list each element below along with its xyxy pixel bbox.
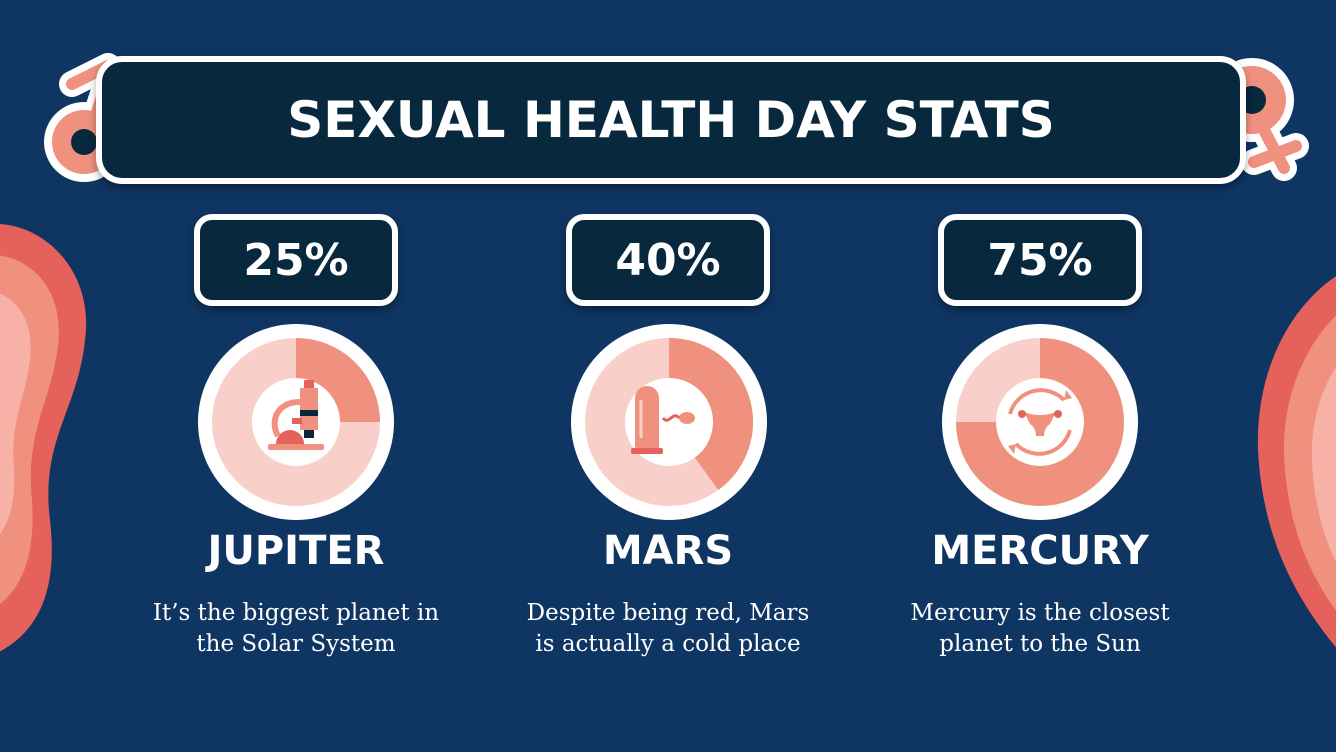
microscope-icon (268, 380, 324, 450)
desc-line: planet to the Sun (939, 631, 1141, 657)
left-blob (0, 224, 87, 652)
right-blob (1257, 276, 1336, 648)
desc-line: Mercury is the closest (910, 600, 1170, 626)
donut-chart-mars (571, 324, 767, 520)
percent-box-mercury: 75% (938, 214, 1142, 306)
desc-line: the Solar System (196, 631, 396, 657)
stat-name-mars: MARS (602, 528, 734, 574)
desc-line: It’s the biggest planet in (152, 600, 440, 626)
page-title: SEXUAL HEALTH DAY STATS (287, 91, 1055, 149)
condom-sperm-icon (631, 386, 695, 454)
donut-chart-mercury (942, 324, 1138, 520)
percent-label: 40% (615, 234, 721, 286)
percent-box-jupiter: 25% (194, 214, 398, 306)
desc-line: is actually a cold place (535, 631, 801, 657)
stat-description-mercury: Mercury is the closest planet to the Sun (860, 598, 1220, 660)
donut-slice-mars (668, 338, 753, 490)
stat-description-mars: Despite being red, Mars is actually a co… (488, 598, 848, 660)
percent-box-mars: 40% (566, 214, 770, 306)
title-banner: SEXUAL HEALTH DAY STATS (96, 56, 1246, 184)
percent-label: 75% (987, 234, 1093, 286)
desc-line: Despite being red, Mars (526, 600, 810, 626)
stat-description-jupiter: It’s the biggest planet in the Solar Sys… (116, 598, 476, 660)
stat-name-mercury: MERCURY (931, 528, 1149, 574)
donut-slice-mercury (956, 338, 1124, 506)
percent-label: 25% (243, 234, 349, 286)
donut-slice-jupiter (295, 338, 380, 423)
uterus-cycle-icon (1008, 388, 1072, 456)
stat-name-jupiter: JUPITER (207, 528, 385, 574)
donut-chart-jupiter (198, 324, 394, 520)
